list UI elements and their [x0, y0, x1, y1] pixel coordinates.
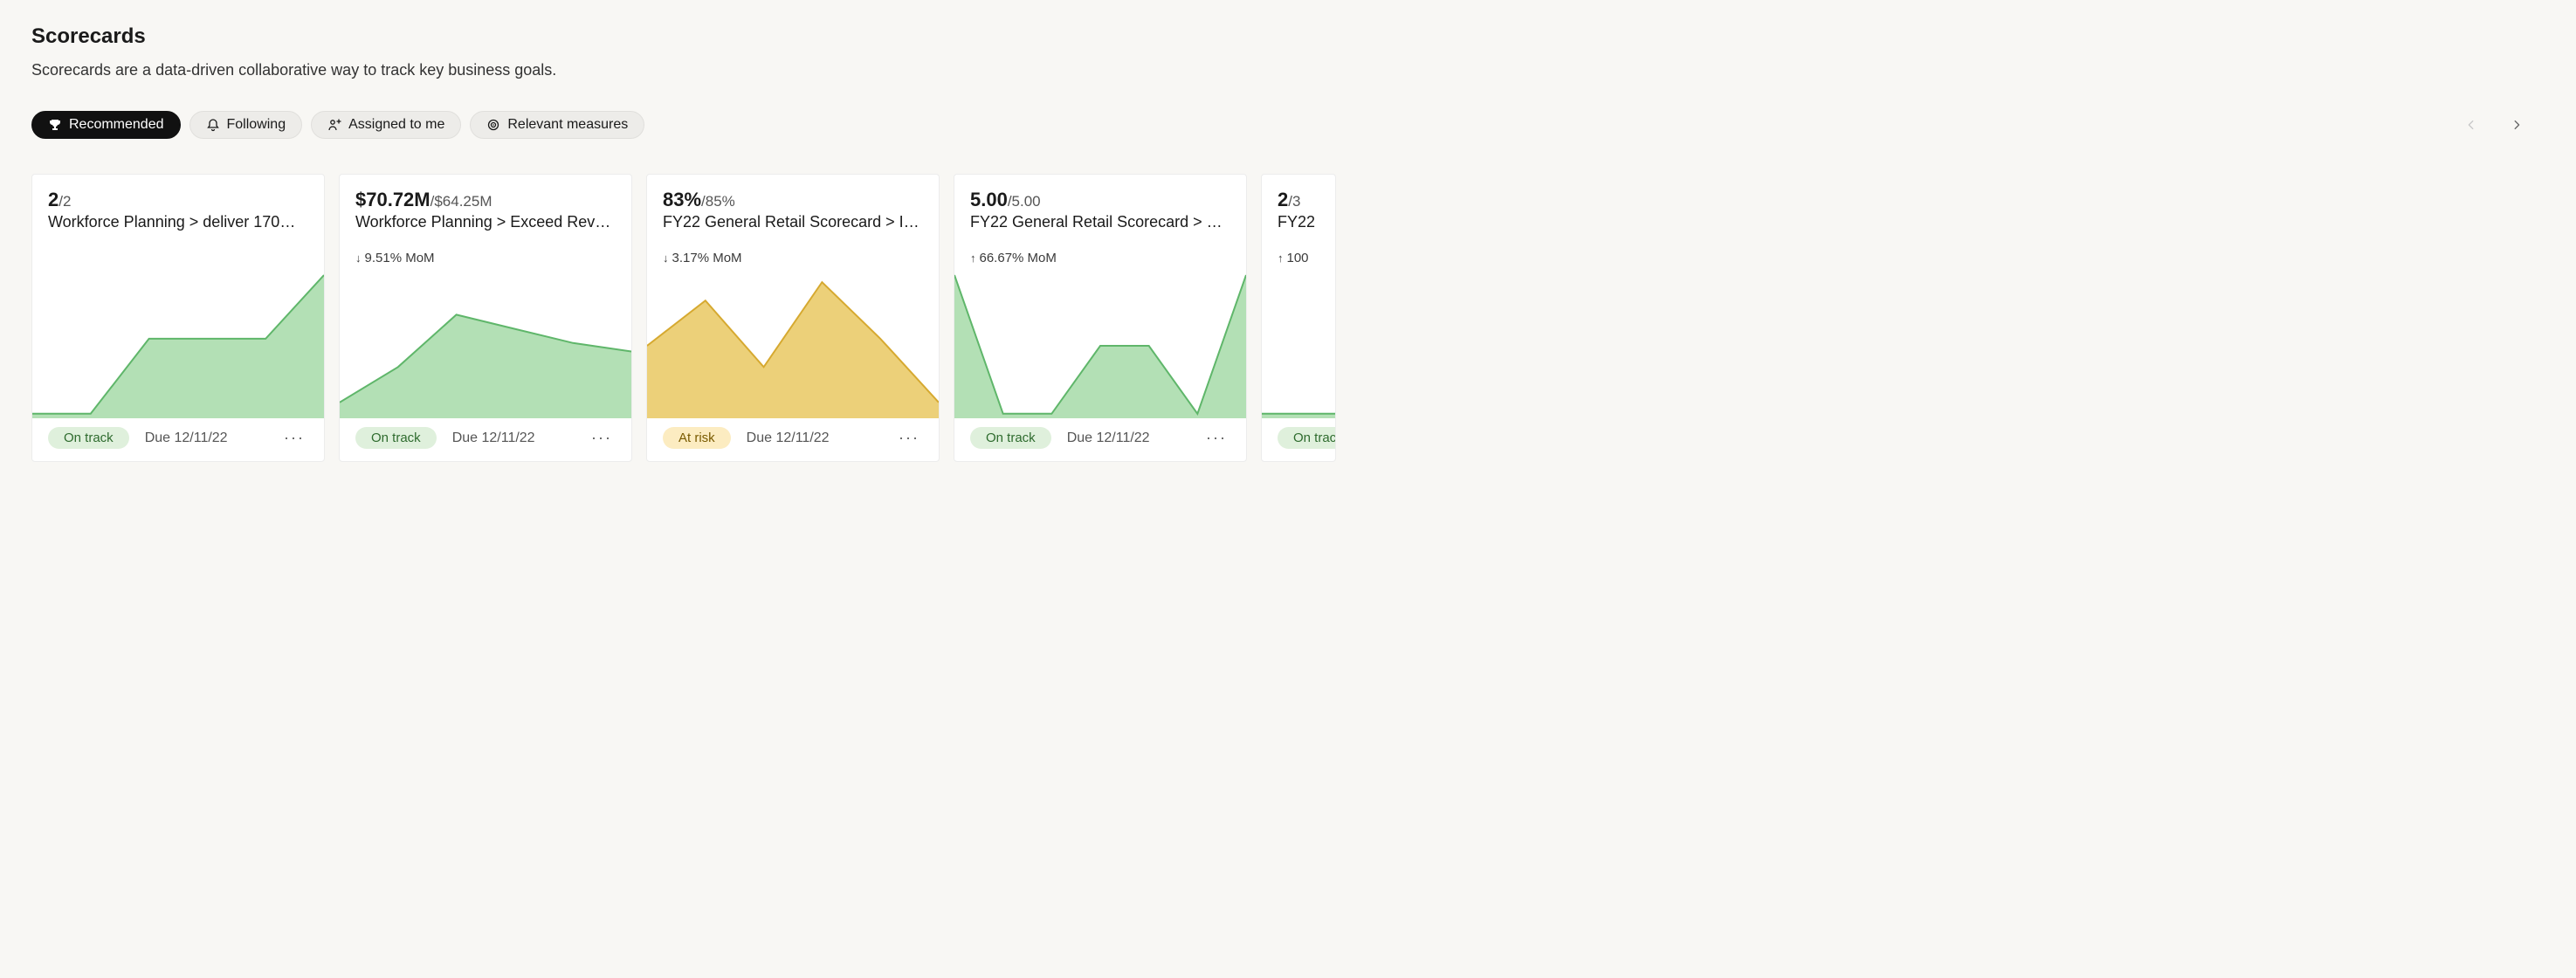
sparkline-chart: [340, 272, 631, 418]
trend-up-icon: ↑: [970, 252, 976, 264]
metric-target: /3: [1288, 193, 1300, 210]
sparkline-chart: [647, 272, 939, 418]
due-date: Due 12/11/22: [747, 430, 830, 446]
scorecard-card[interactable]: 2/3 FY22 ↑100 On track: [1261, 174, 1336, 462]
scorecard-carousel: 2/2 Workforce Planning > deliver 170… On t…: [31, 174, 2545, 462]
filter-pill-label: Relevant measures: [507, 117, 628, 133]
filter-pill-assigned[interactable]: Assigned to me: [311, 111, 461, 139]
person-icon: [327, 118, 341, 132]
scorecard-card[interactable]: 5.00/5.00 FY22 General Retail Scorecard >…: [954, 174, 1247, 462]
change-indicator: ↑66.67% MoM: [970, 249, 1230, 266]
metric-value: 83%/85%: [663, 189, 923, 211]
card-title: FY22 General Retail Scorecard > I…: [663, 213, 923, 231]
change-indicator: ↓9.51% MoM: [355, 249, 616, 266]
due-date: Due 12/11/22: [145, 430, 228, 446]
status-badge: At risk: [663, 427, 731, 449]
card-title: Workforce Planning > deliver 170…: [48, 213, 308, 231]
status-badge: On track: [355, 427, 437, 449]
carousel-prev-button[interactable]: [2461, 114, 2482, 135]
metric-value: 2/3: [1278, 189, 1335, 211]
metric-target: /85%: [701, 193, 735, 210]
card-title: Workforce Planning > Exceed Rev…: [355, 213, 616, 231]
filter-pills: Recommended Following Assigned to me Releva…: [31, 111, 644, 139]
card-title: FY22: [1278, 213, 1335, 231]
change-indicator: ↑100: [1278, 249, 1335, 266]
due-date: Due 12/11/22: [452, 430, 535, 446]
scorecard-card[interactable]: 2/2 Workforce Planning > deliver 170… On t…: [31, 174, 325, 462]
more-options-button[interactable]: ···: [280, 429, 308, 447]
filter-pill-recommended[interactable]: Recommended: [31, 111, 181, 139]
metric-value: $70.72M/$64.25M: [355, 189, 616, 211]
scorecard-card[interactable]: 83%/85% FY22 General Retail Scorecard > I…: [646, 174, 940, 462]
filter-pill-relevant[interactable]: Relevant measures: [470, 111, 644, 139]
bell-icon: [206, 118, 220, 132]
change-indicator: ↓3.17% MoM: [663, 249, 923, 266]
scorecard-card[interactable]: $70.72M/$64.25M Workforce Planning > Exce…: [339, 174, 632, 462]
sparkline-chart: [1262, 272, 1336, 418]
metric-value: 2/2: [48, 189, 308, 211]
more-options-button[interactable]: ···: [1202, 429, 1230, 447]
trend-up-icon: ↑: [1278, 252, 1284, 264]
status-badge: On track: [1278, 427, 1336, 449]
filter-pill-label: Following: [227, 117, 286, 133]
change-indicator: [48, 249, 308, 266]
metric-value: 5.00/5.00: [970, 189, 1230, 211]
trend-down-icon: ↓: [663, 252, 669, 264]
card-title: FY22 General Retail Scorecard > C…: [970, 213, 1230, 231]
status-badge: On track: [48, 427, 129, 449]
more-options-button[interactable]: ···: [588, 429, 616, 447]
due-date: Due 12/11/22: [1067, 430, 1150, 446]
metric-target: /5.00: [1008, 193, 1041, 210]
trophy-icon: [48, 118, 62, 132]
status-badge: On track: [970, 427, 1051, 449]
filter-pill-following[interactable]: Following: [189, 111, 303, 139]
page-subtitle: Scorecards are a data-driven collaborati…: [31, 61, 2545, 79]
target-icon: [486, 118, 500, 132]
carousel-next-button[interactable]: [2506, 114, 2527, 135]
page-title: Scorecards: [31, 24, 2545, 49]
metric-target: /2: [59, 193, 71, 210]
sparkline-chart: [32, 272, 324, 418]
trend-down-icon: ↓: [355, 252, 362, 264]
filter-pill-label: Recommended: [69, 117, 164, 133]
more-options-button[interactable]: ···: [895, 429, 923, 447]
metric-target: /$64.25M: [430, 193, 492, 210]
filter-pill-label: Assigned to me: [348, 117, 444, 133]
sparkline-chart: [954, 272, 1246, 418]
